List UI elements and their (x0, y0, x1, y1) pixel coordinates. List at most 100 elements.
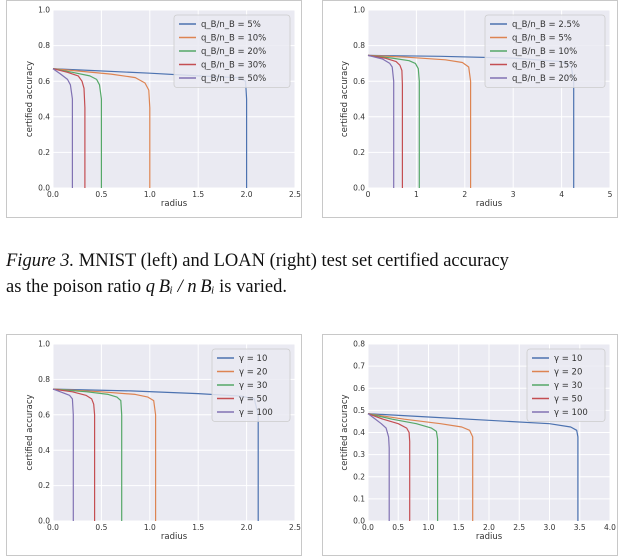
x-tick-label: 2.0 (241, 190, 253, 199)
y-tick-label: 0.8 (353, 340, 365, 349)
chart-loan-gamma: 0.0 0.5 1.0 1.5 2.0 2.5 3.0 3.5 4.0 0.0 0.1 0.2 0.3 0… (340, 340, 616, 542)
y-tick-label: 0.6 (353, 77, 365, 86)
y-tick-label: 0.2 (38, 481, 50, 490)
legend-label-2: γ = 20 (554, 368, 582, 378)
x-tick-label: 0.0 (47, 190, 59, 199)
x-tick-label: 2.5 (289, 190, 301, 199)
series-line-4 (52, 68, 86, 188)
y-tick-label: 0.6 (38, 410, 50, 419)
legend-box (173, 14, 291, 88)
x-tick-label: 3.0 (544, 523, 556, 532)
figure-caption: Figure 3. MNIST (left) and LOAN (right) … (6, 248, 622, 300)
chart-mnist-gamma: 0.0 0.5 1.0 1.5 2.0 2.5 0.0 0.2 0.4 0.6 0.8 1.0 radi… (25, 340, 301, 542)
y-tick-label: 0.2 (353, 472, 365, 481)
y-tick-label: 0.4 (353, 112, 365, 121)
y-tick-label: 1.0 (353, 6, 365, 15)
y-tick-label: 0.0 (353, 517, 365, 526)
legend-label-1: γ = 10 (554, 354, 582, 364)
legend-label-3: γ = 30 (554, 381, 582, 391)
x-axis-label: radius (161, 532, 188, 542)
x-tick-label: 3.5 (574, 523, 586, 532)
legend-label-4: γ = 50 (239, 395, 267, 405)
series-line-5 (367, 413, 390, 521)
legend-label-5: γ = 100 (554, 408, 588, 418)
legend-label-5: γ = 100 (239, 408, 273, 418)
x-tick-label: 4.0 (604, 523, 616, 532)
legend-box (484, 14, 606, 88)
x-tick-label: 1.5 (192, 523, 204, 532)
legend-label-1: γ = 10 (239, 354, 267, 364)
caption-label: Figure 3. (6, 251, 75, 271)
y-tick-label: 1.0 (38, 6, 50, 15)
y-axis-label: certified accuracy (25, 61, 35, 137)
series-line-4 (52, 388, 96, 521)
legend-label-5: q_B/n_B = 50% (201, 74, 266, 84)
x-tick-label: 1.0 (144, 523, 156, 532)
chart-panel-loan-poison: 0 1 2 3 4 5 0.0 0.2 0.4 0.6 0.8 1.0 radius certified … (322, 0, 618, 218)
x-tick-label: 1.5 (192, 190, 204, 199)
series-line-2 (52, 388, 157, 521)
x-tick-label: 3 (511, 190, 516, 199)
legend-label-1: q_B/n_B = 5% (201, 20, 261, 30)
series-line-2 (367, 54, 472, 188)
caption-math: q Bᵢ / n Bᵢ (145, 277, 215, 297)
y-tick-label: 0.0 (38, 517, 50, 526)
y-tick-label: 0.8 (353, 41, 365, 50)
x-axis-label: radius (476, 199, 503, 209)
y-tick-label: 0.4 (353, 428, 365, 437)
legend-box (211, 348, 291, 422)
chart-panel-loan-gamma: 0.0 0.5 1.0 1.5 2.0 2.5 3.0 3.5 4.0 0.0 0.1 0.2 0.3 0… (322, 334, 618, 556)
series-line-3 (52, 388, 123, 521)
series-line-2 (52, 68, 151, 188)
series-line-5 (52, 68, 74, 188)
legend-box (526, 348, 606, 422)
caption-text-2a: as the poison ratio (6, 277, 146, 297)
series-line-4 (367, 413, 411, 521)
legend-label-4: γ = 50 (554, 395, 582, 405)
chart-mnist-poison-ratio: 0.0 0.5 1.0 1.5 2.0 2.5 0.0 0.2 0.4 0.6 0.8 1.0 radi… (25, 6, 301, 209)
y-tick-label: 0.6 (38, 77, 50, 86)
legend-label-2: q_B/n_B = 10% (201, 34, 266, 44)
x-tick-label: 1 (414, 190, 419, 199)
y-axis-label: certified accuracy (25, 394, 35, 470)
legend-label-4: q_B/n_B = 30% (201, 61, 266, 71)
legend-label-3: q_B/n_B = 10% (512, 47, 577, 57)
y-tick-label: 0.3 (353, 450, 365, 459)
x-tick-label: 2 (462, 190, 467, 199)
y-tick-label: 0.6 (353, 384, 365, 393)
x-tick-label: 0.5 (95, 190, 107, 199)
y-tick-label: 0.7 (353, 362, 365, 371)
y-tick-label: 0.5 (353, 406, 365, 415)
legend-label-1: q_B/n_B = 2.5% (512, 20, 580, 30)
caption-text-1: MNIST (left) and LOAN (right) test set c… (74, 251, 509, 271)
x-tick-label: 1.0 (423, 523, 435, 532)
x-tick-label: 2.0 (483, 523, 495, 532)
x-tick-label: 0.5 (95, 523, 107, 532)
x-tick-label: 0 (366, 190, 371, 199)
y-tick-label: 0.0 (38, 184, 50, 193)
caption-text-2b: is varied. (214, 277, 287, 297)
y-tick-label: 0.0 (353, 184, 365, 193)
x-tick-label: 1.0 (144, 190, 156, 199)
series-line-4 (367, 54, 404, 188)
y-tick-label: 0.2 (353, 148, 365, 157)
x-tick-label: 4 (559, 190, 564, 199)
x-tick-label: 5 (608, 190, 613, 199)
x-tick-label: 2.5 (289, 523, 301, 532)
y-tick-label: 0.4 (38, 446, 50, 455)
y-tick-label: 1.0 (38, 340, 50, 349)
y-tick-label: 0.2 (38, 148, 50, 157)
legend-label-3: γ = 30 (239, 381, 267, 391)
y-tick-label: 0.8 (38, 375, 50, 384)
legend-label-3: q_B/n_B = 20% (201, 47, 266, 57)
x-axis-label: radius (476, 532, 503, 542)
series-line-3 (52, 68, 103, 188)
chart-panel-mnist-poison: 0.0 0.5 1.0 1.5 2.0 2.5 0.0 0.2 0.4 0.6 0.8 1.0 radi… (6, 0, 302, 218)
caption-line-2: as the poison ratio q Bᵢ / n Bᵢ is varie… (6, 274, 622, 300)
y-tick-label: 0.1 (353, 494, 365, 503)
x-axis-label: radius (161, 199, 188, 209)
series-line-1 (367, 413, 579, 521)
legend-label-2: γ = 20 (239, 368, 267, 378)
y-tick-label: 0.8 (38, 41, 50, 50)
x-tick-label: 0.0 (47, 523, 59, 532)
